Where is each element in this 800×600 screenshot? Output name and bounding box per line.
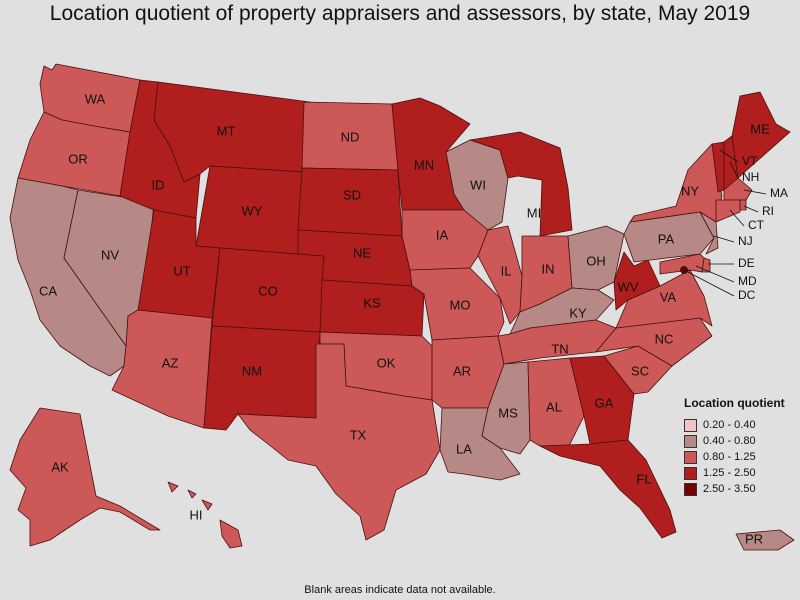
state-label-nj: NJ: [738, 234, 753, 248]
state-ms: [481, 361, 531, 455]
state-label-mi: MI: [527, 205, 541, 220]
state-pr: [735, 529, 795, 551]
legend-label: 0.40 - 0.80: [703, 435, 756, 447]
legend-item: 1.25 - 2.50: [684, 465, 785, 481]
state-sc: [603, 345, 673, 395]
legend-swatch: [684, 466, 697, 480]
legend-label: 0.20 - 0.40: [703, 419, 756, 431]
state-me: [731, 91, 791, 179]
legend-item: 0.20 - 0.40: [684, 417, 785, 433]
state-label-ma: MA: [770, 186, 788, 200]
state-ny: [629, 143, 723, 223]
leader-line-md: [695, 265, 735, 283]
state-co: [211, 247, 325, 333]
state-label-ct: CT: [748, 218, 765, 232]
state-label-ri: RI: [762, 204, 774, 218]
legend-item: 0.80 - 1.25: [684, 449, 785, 465]
state-nj: [699, 211, 719, 255]
legend-item: 0.40 - 0.80: [684, 433, 785, 449]
legend-swatch: [684, 450, 697, 464]
legend-title: Location quotient: [684, 396, 785, 410]
leader-line-dc: [683, 269, 735, 297]
leader-line-ct: [729, 209, 745, 227]
state-fl: [539, 439, 677, 539]
state-wv: [613, 251, 661, 311]
leader-line-vt: [719, 149, 739, 163]
state-nd: [301, 101, 399, 171]
leader-line-ma: [743, 189, 767, 195]
state-nm: [203, 325, 321, 431]
legend: Location quotient 0.20 - 0.40 0.40 - 0.80…: [684, 396, 785, 497]
map-title: Location quotient of property appraisers…: [49, 2, 751, 25]
state-tx: [237, 343, 441, 541]
state-ks: [319, 279, 425, 337]
state-label-vt: VT: [742, 154, 758, 168]
state-il: [477, 225, 523, 325]
legend-label: 2.50 - 3.50: [703, 483, 756, 495]
state-label-nh: NH: [742, 170, 759, 184]
leader-line-nh: [729, 161, 739, 179]
state-label-dc: DC: [738, 288, 756, 302]
state-wy: [195, 165, 305, 255]
state-ct: [715, 199, 741, 223]
state-az: [111, 309, 213, 429]
state-ma: [723, 177, 753, 201]
leader-line-nj: [713, 235, 735, 243]
legend-item: 2.50 - 3.50: [684, 481, 785, 497]
legend-label: 1.25 - 2.50: [703, 467, 756, 479]
legend-label: 0.80 - 1.25: [703, 451, 756, 463]
state-label-hi: HI: [190, 507, 203, 522]
state-label-md: MD: [738, 274, 757, 288]
state-ri: [739, 199, 747, 211]
legend-swatch: [684, 434, 697, 448]
footnote: Blank areas indicate data not available.: [304, 584, 496, 596]
state-hi: [167, 481, 243, 549]
state-ak: [9, 407, 161, 547]
legend-swatch: [684, 482, 697, 496]
legend-swatch: [684, 418, 697, 432]
state-label-de: DE: [738, 256, 755, 270]
leader-line-ri: [743, 205, 759, 213]
state-md: [659, 253, 705, 275]
state-sd: [297, 167, 403, 237]
